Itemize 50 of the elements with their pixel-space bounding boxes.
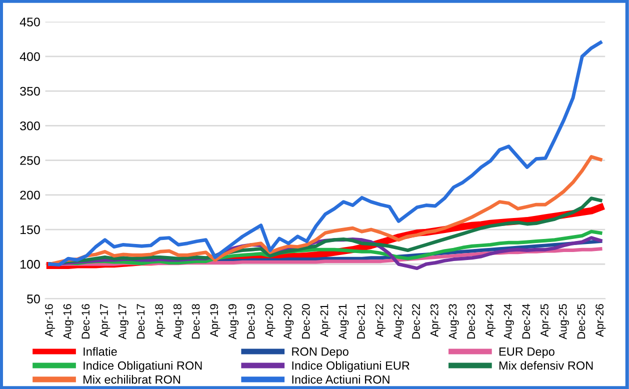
- x-tick-label: Dec-24: [522, 304, 530, 339]
- legend-label: Mix defensiv RON: [499, 361, 593, 370]
- x-tick-label: Dec-19: [246, 304, 255, 339]
- x-tick-label: Dec-18: [192, 304, 200, 339]
- legend-label: Indice Obligatiuni EUR: [292, 361, 410, 372]
- x-tick-label: Dec-23: [467, 304, 476, 339]
- x-tick-label: Dec-25: [577, 304, 586, 339]
- y-tick-label: 250: [20, 156, 40, 165]
- x-tick-label: Dec-22: [412, 304, 420, 339]
- x-tick-label: Apr-21: [320, 304, 330, 337]
- x-tick-label: Dec-17: [136, 304, 145, 339]
- y-tick-label: 200: [20, 190, 40, 200]
- x-tick-label: Aug-23: [448, 304, 459, 340]
- line-series: [48, 155, 602, 266]
- y-tick-label: 350: [20, 86, 40, 96]
- x-tick-label: Aug-16: [63, 304, 74, 340]
- x-tick-label: Aug-17: [118, 304, 128, 340]
- y-tick-label: 100: [20, 260, 40, 269]
- x-tick-label: Apr-20: [265, 304, 276, 337]
- y-tick-label: 450: [20, 18, 40, 26]
- x-tick-label: Aug-20: [284, 304, 294, 340]
- legend-label: Mix echilibrat RON: [84, 375, 180, 384]
- x-tick-label: Dec-20: [302, 304, 310, 339]
- y-tick-label: 400: [20, 52, 40, 62]
- legend-label: Indice Obligatiuni RON: [84, 361, 202, 372]
- y-tick-label: 150: [20, 225, 40, 234]
- x-tick-label: Aug-18: [173, 304, 184, 340]
- x-tick-label: Dec-16: [82, 304, 90, 339]
- x-tick-label: Dec-21: [357, 304, 365, 339]
- y-tick-label: 50: [27, 294, 40, 304]
- x-tick-label: Apr-24: [485, 304, 496, 337]
- x-tick-label: Apr-17: [100, 304, 110, 337]
- x-tick-label: Aug-24: [504, 304, 514, 340]
- x-tick-label: Apr-25: [540, 304, 551, 337]
- legend-label: Inflatie: [84, 347, 117, 356]
- legend-label: Indice Actiuni RON: [292, 375, 390, 384]
- x-tick-label: Apr-23: [430, 304, 440, 337]
- x-tick-label: Aug-25: [558, 304, 569, 340]
- x-tick-label: Apr-18: [155, 304, 166, 337]
- x-tick-label: Apr-16: [44, 304, 56, 337]
- x-tick-label: Aug-19: [228, 304, 239, 340]
- x-tick-label: Apr-26: [596, 304, 606, 337]
- y-tick-label: 300: [20, 121, 40, 130]
- legend-label: EUR Depo: [499, 348, 554, 358]
- x-tick-label: Aug-21: [338, 304, 349, 340]
- legend-label: RON Depo: [292, 347, 348, 358]
- x-tick-label: Apr-19: [210, 304, 220, 337]
- x-tick-label: Apr-22: [375, 304, 386, 337]
- x-tick-label: Aug-22: [394, 304, 404, 340]
- line-series: [48, 40, 602, 267]
